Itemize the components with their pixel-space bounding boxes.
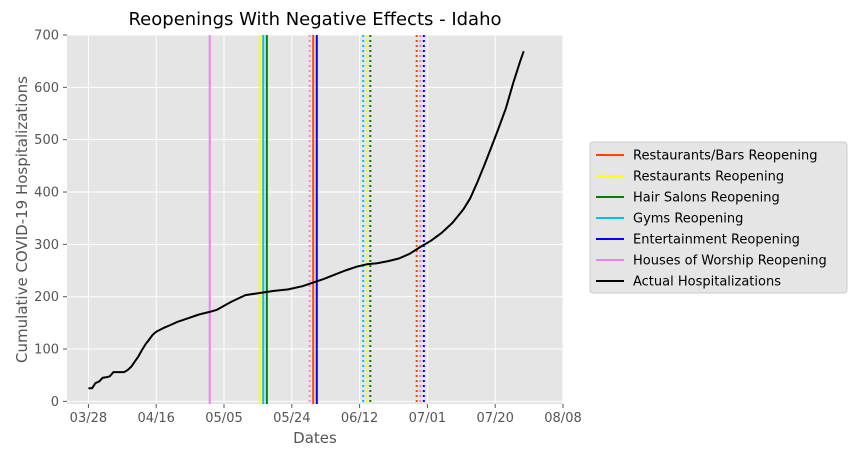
y-axis-label: Cumulative COVID-19 Hospitalizations [13,76,31,363]
grid [67,34,564,404]
y-axis: 0 100 200 300 400 500 600 700 [34,29,67,410]
x-tick-label: 07/01 [409,411,446,426]
y-tick-label: 200 [34,290,59,305]
x-tick-label: 03/28 [70,411,107,426]
x-tick-label: 06/12 [341,411,378,426]
y-tick-label: 400 [34,186,59,201]
y-tick-label: 100 [34,343,59,358]
y-tick-label: 300 [34,238,59,253]
plot-background [67,35,563,404]
legend-label: Actual Hospitalizations [633,275,781,290]
x-axis-label: Dates [293,429,337,447]
y-tick-label: 500 [34,133,59,148]
legend-label: Hair Salons Reopening [633,191,780,206]
x-tick-label: 05/05 [205,411,242,426]
x-tick-label: 05/24 [273,411,310,426]
x-tick-label: 07/20 [476,411,513,426]
reopening-lines [208,35,425,404]
y-tick-label: 600 [34,81,59,96]
legend: Restaurants/Bars Reopening Restaurants Re… [589,141,848,294]
series-line-actual-hospitalizations [88,50,525,390]
x-tick-label: 04/16 [137,411,174,426]
legend-label: Restaurants/Bars Reopening [633,149,817,164]
legend-box [589,141,848,294]
x-axis: 03/28 04/16 05/05 05/24 06/12 07/01 07/20 08/08 [70,404,582,426]
y-tick-label: 0 [51,395,59,410]
x-tick-label: 08/08 [544,411,581,426]
y-tick-label: 700 [34,29,59,44]
legend-label: Gyms Reopening [633,212,743,227]
legend-label: Entertainment Reopening [633,233,800,248]
legend-label: Restaurants Reopening [633,170,784,185]
series-group [88,50,525,390]
chart-title: Reopenings With Negative Effects - Idaho [128,9,501,30]
legend-label: Houses of Worship Reopening [633,254,827,269]
